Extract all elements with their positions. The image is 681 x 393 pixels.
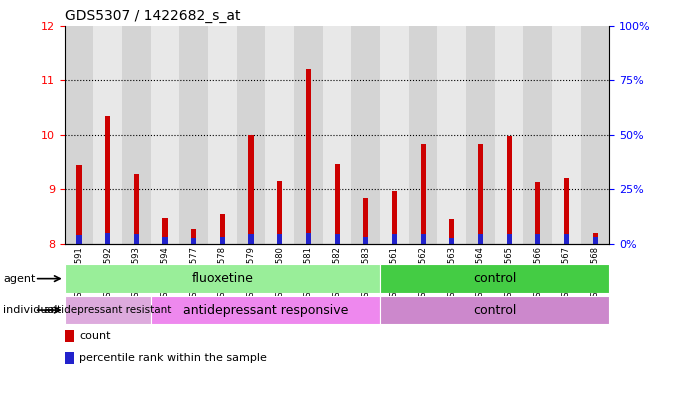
Text: percentile rank within the sample: percentile rank within the sample [79,353,267,363]
Bar [421,234,426,244]
Bar [249,234,253,244]
Bar [507,234,511,244]
Bar [133,174,139,244]
Bar [93,26,122,244]
Bar [437,26,466,244]
Bar [380,264,609,293]
Bar [151,26,179,244]
Text: antidepressant responsive: antidepressant responsive [183,303,348,317]
Bar [592,233,598,244]
Bar [294,26,323,244]
Bar [277,234,283,244]
Bar [535,182,541,244]
Bar [421,144,426,244]
Bar [220,237,225,244]
Bar [179,26,208,244]
Bar [191,229,196,244]
Bar [133,234,139,244]
Bar [105,233,110,244]
Bar [323,26,351,244]
Bar [76,165,82,244]
Bar [380,296,609,324]
Bar [564,178,569,244]
Bar [524,26,552,244]
Bar [564,234,569,244]
Bar [363,198,368,244]
Bar [163,218,168,244]
Bar [105,116,110,244]
Bar [334,234,340,244]
Bar [122,26,151,244]
Bar [507,136,511,244]
Bar [220,214,225,244]
Bar [65,264,380,293]
Bar [351,26,380,244]
Bar [380,26,409,244]
Text: antidepressant resistant: antidepressant resistant [44,305,172,315]
Bar [208,26,237,244]
Bar [552,26,581,244]
Text: count: count [79,331,110,341]
Text: control: control [473,272,516,285]
Bar [478,234,483,244]
Bar [466,26,495,244]
Bar [65,296,151,324]
Bar [392,191,397,244]
Bar [249,134,253,244]
Bar [65,26,93,244]
Bar [449,238,454,244]
Bar [191,238,196,244]
Bar [277,181,283,244]
Bar [592,237,598,244]
Bar [535,234,541,244]
Text: fluoxetine: fluoxetine [191,272,253,285]
Bar [237,26,266,244]
Bar [163,237,168,244]
Bar [363,237,368,244]
Bar [581,26,609,244]
Bar [306,233,311,244]
Bar [478,144,483,244]
Bar [266,26,294,244]
Bar [76,235,82,244]
Text: control: control [473,303,516,317]
Bar [409,26,437,244]
Bar [495,26,524,244]
Text: individual: individual [3,305,58,315]
Bar [306,69,311,244]
Text: GDS5307 / 1422682_s_at: GDS5307 / 1422682_s_at [65,9,240,23]
Bar [449,219,454,244]
Bar [392,234,397,244]
Bar [151,296,380,324]
Text: agent: agent [3,274,36,284]
Bar [334,163,340,244]
